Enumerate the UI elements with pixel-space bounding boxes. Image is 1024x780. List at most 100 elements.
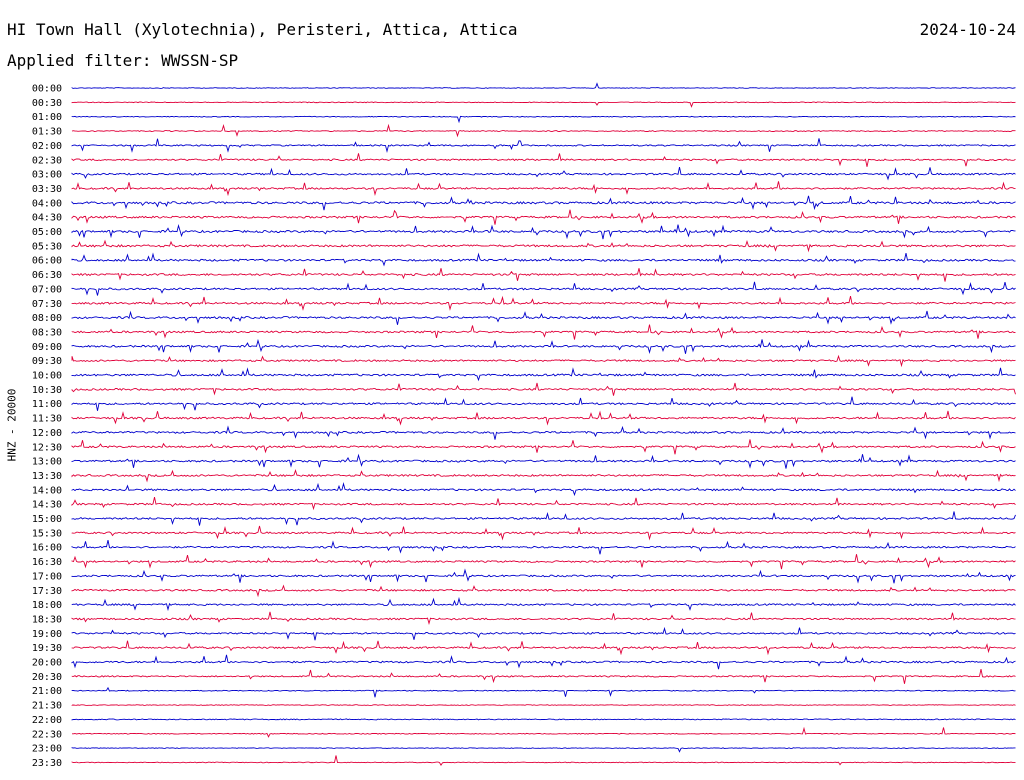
trace-row-1830 [71, 611, 1016, 626]
row-time-label: 21:00 [32, 686, 62, 697]
trace-row-2030 [71, 669, 1016, 684]
row-time-label: 23:30 [32, 758, 62, 769]
row-time-label: 18:00 [32, 600, 62, 611]
trace-row-1800 [71, 596, 1016, 612]
trace-row-1600 [71, 540, 1016, 555]
trace-row-0230 [71, 153, 1016, 167]
row-time-label: 02:30 [32, 155, 62, 166]
trace-row-0130 [71, 123, 1016, 138]
trace-row-1430 [71, 497, 1016, 511]
row-time-label: 02:00 [32, 141, 62, 152]
row-time-label: 09:30 [32, 356, 62, 367]
trace-row-0430 [71, 209, 1016, 225]
trace-row-0100 [71, 115, 1016, 124]
row-time-label: 12:00 [32, 428, 62, 439]
filter-label: Applied filter: WWSSN-SP [7, 51, 239, 70]
row-time-label: 09:00 [32, 342, 62, 353]
row-time-label: 05:00 [32, 227, 62, 238]
trace-row-0930 [71, 354, 1016, 368]
trace-row-1230 [71, 439, 1016, 455]
trace-row-0030 [71, 101, 1016, 108]
trace-row-0200 [71, 138, 1016, 153]
trace-row-1100 [71, 396, 1016, 411]
trace-row-1900 [71, 626, 1016, 641]
row-time-label: 03:30 [32, 184, 62, 195]
row-time-label: 12:30 [32, 442, 62, 453]
trace-row-0300 [71, 167, 1016, 181]
row-time-label: 15:00 [32, 514, 62, 525]
trace-row-0730 [71, 295, 1016, 311]
trace-row-1200 [71, 425, 1016, 440]
row-time-label: 08:30 [32, 327, 62, 338]
row-time-label: 05:30 [32, 241, 62, 252]
trace-row-2230 [72, 726, 1016, 738]
row-time-label: 00:30 [32, 98, 62, 109]
row-time-label: 08:00 [32, 313, 62, 324]
trace-row-1630 [71, 554, 1016, 570]
row-time-label: 13:00 [32, 457, 62, 468]
trace-row-1030 [71, 382, 1016, 396]
row-time-label: 03:00 [32, 170, 62, 181]
trace-row-1400 [71, 482, 1016, 497]
row-time-label: 11:30 [32, 414, 62, 425]
row-time-label: 16:00 [32, 543, 62, 554]
row-time-label: 18:30 [32, 614, 62, 625]
chart-date: 2024-10-24 [919, 20, 1016, 39]
row-time-label: 17:30 [32, 586, 62, 597]
row-time-label: 00:00 [32, 84, 62, 95]
row-time-label: 21:30 [32, 701, 62, 712]
trace-row-1530 [71, 525, 1016, 541]
trace-row-1700 [71, 568, 1016, 584]
trace-row-1500 [71, 511, 1016, 526]
row-time-label: 22:00 [32, 715, 62, 726]
row-time-label: 15:30 [32, 528, 62, 539]
trace-row-1930 [71, 640, 1016, 656]
trace-row-2200 [71, 718, 1016, 721]
trace-row-0500 [71, 224, 1016, 240]
row-time-label: 19:30 [32, 643, 62, 654]
row-time-label: 06:30 [32, 270, 62, 281]
row-time-label: 04:30 [32, 213, 62, 224]
row-time-label: 07:00 [32, 284, 62, 295]
row-time-label: 11:00 [32, 399, 62, 410]
row-time-label: 01:30 [32, 127, 62, 138]
trace-row-2330 [71, 755, 1016, 766]
row-time-label: 20:00 [32, 658, 62, 669]
row-time-label: 10:00 [32, 371, 62, 382]
trace-row-0700 [71, 281, 1016, 296]
row-time-label: 07:30 [32, 299, 62, 310]
trace-row-0000 [71, 82, 1016, 89]
trace-row-0630 [71, 268, 1016, 282]
row-time-label: 14:30 [32, 500, 62, 511]
trace-row-0600 [71, 252, 1016, 267]
trace-row-0900 [71, 338, 1016, 354]
trace-row-1730 [71, 584, 1016, 598]
trace-row-1130 [71, 410, 1016, 426]
row-time-label: 22:30 [32, 729, 62, 740]
trace-row-2130 [71, 704, 1016, 706]
trace-row-1000 [71, 367, 1016, 382]
row-time-label: 23:00 [32, 744, 62, 755]
row-time-label: 13:30 [32, 471, 62, 482]
trace-row-0530 [71, 239, 1016, 253]
trace-row-2300 [71, 747, 1016, 753]
trace-row-2100 [71, 686, 1016, 698]
trace-row-1330 [71, 469, 1016, 483]
trace-row-1300 [71, 453, 1016, 469]
trace-row-0330 [71, 181, 1016, 197]
row-time-label: 04:00 [32, 198, 62, 209]
trace-row-0400 [71, 195, 1016, 211]
row-time-label: 14:00 [32, 485, 62, 496]
row-time-label: 16:30 [32, 557, 62, 568]
trace-row-2000 [71, 654, 1016, 670]
row-time-label: 17:00 [32, 571, 62, 582]
row-time-label: 01:00 [32, 112, 62, 123]
row-time-label: 20:30 [32, 672, 62, 683]
trace-row-0800 [71, 310, 1016, 325]
row-time-label: 10:30 [32, 385, 62, 396]
station-title: HI Town Hall (Xylotechnia), Peristeri, A… [7, 20, 518, 39]
row-time-label: 19:00 [32, 629, 62, 640]
trace-row-0830 [71, 324, 1016, 340]
row-time-label: 06:00 [32, 256, 62, 267]
